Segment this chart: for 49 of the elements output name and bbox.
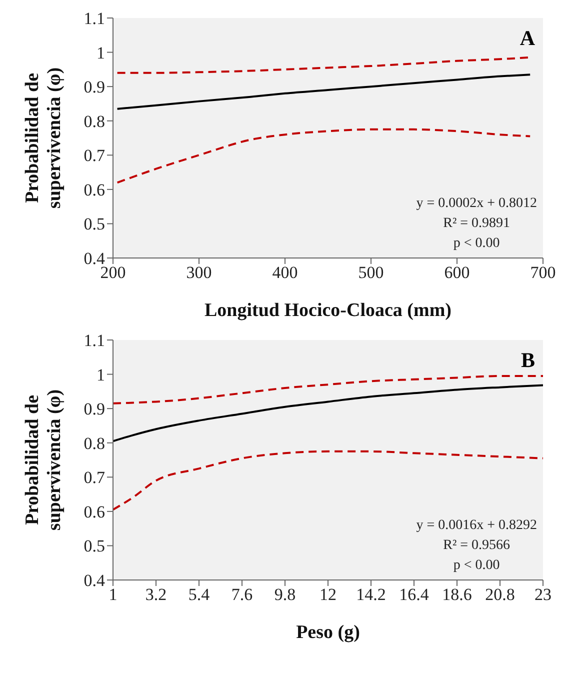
- x-tick-label: 500: [358, 263, 384, 282]
- y-tick-label: 1: [96, 365, 105, 384]
- annotation: y = 0.0002x + 0.8012: [416, 195, 537, 213]
- y-axis-title: Probabilidad de supervivencia (φ): [22, 389, 65, 531]
- y-tick-label: 1: [96, 43, 105, 62]
- y-tick-label: 0.8: [84, 434, 105, 453]
- annotation: R² = 0.9566: [442, 537, 512, 555]
- x-tick-label: 400: [272, 263, 298, 282]
- x-axis-title: Longitud Hocico-Cloaca (mm): [204, 300, 452, 321]
- y-axis-title: Probabilidad de supervivencia (φ): [22, 67, 65, 209]
- annotation: p < 0.00: [452, 557, 501, 575]
- x-tick-label: 14.2: [356, 585, 386, 604]
- annotation: B: [520, 348, 535, 373]
- y-tick-label: 0.5: [84, 536, 105, 556]
- y-tick-label: 0.9: [84, 400, 105, 419]
- x-tick-label: 5.4: [188, 585, 210, 604]
- x-axis-title: Peso (g): [296, 622, 360, 643]
- y-tick-label: 0.7: [84, 146, 106, 166]
- x-tick-label: 12: [320, 585, 336, 604]
- y-tick-label: 0.4: [84, 571, 106, 590]
- x-tick-label: 600: [444, 263, 470, 282]
- y-tick-label: 0.9: [84, 78, 105, 97]
- x-tick-label: 700: [530, 263, 556, 282]
- x-tick-label: 300: [186, 263, 212, 282]
- x-tick-label: 20.8: [485, 585, 515, 604]
- x-tick-label: 1: [108, 585, 118, 604]
- y-tick-label: 0.8: [84, 112, 105, 131]
- x-tick-label: 9.8: [274, 585, 296, 604]
- x-tick-label: 7.6: [231, 585, 253, 604]
- line-series: [113, 375, 543, 404]
- annotation: y = 0.0016x + 0.8292: [416, 517, 537, 535]
- x-tick-label: 23: [534, 585, 552, 604]
- x-tick-label: 16.4: [399, 585, 430, 604]
- line-series: [113, 384, 543, 442]
- y-tick-label: 0.5: [84, 214, 105, 234]
- annotation: R² = 0.9891: [442, 215, 512, 233]
- y-tick-label: 0.6: [84, 502, 105, 522]
- x-tick-label: 3.2: [145, 585, 167, 604]
- y-tick-label: 1.1: [84, 9, 105, 28]
- y-tick-label: 1.1: [84, 331, 105, 350]
- y-tick-label: 0.6: [84, 180, 105, 200]
- y-tick-label: 0.7: [84, 468, 106, 488]
- x-tick-label: 18.6: [442, 585, 472, 604]
- line-series: [116, 74, 532, 110]
- annotation: p < 0.00: [452, 235, 501, 253]
- annotation: A: [520, 26, 535, 51]
- line-series: [116, 128, 532, 184]
- x-tick-label: 200: [100, 263, 126, 282]
- line-series: [113, 450, 543, 511]
